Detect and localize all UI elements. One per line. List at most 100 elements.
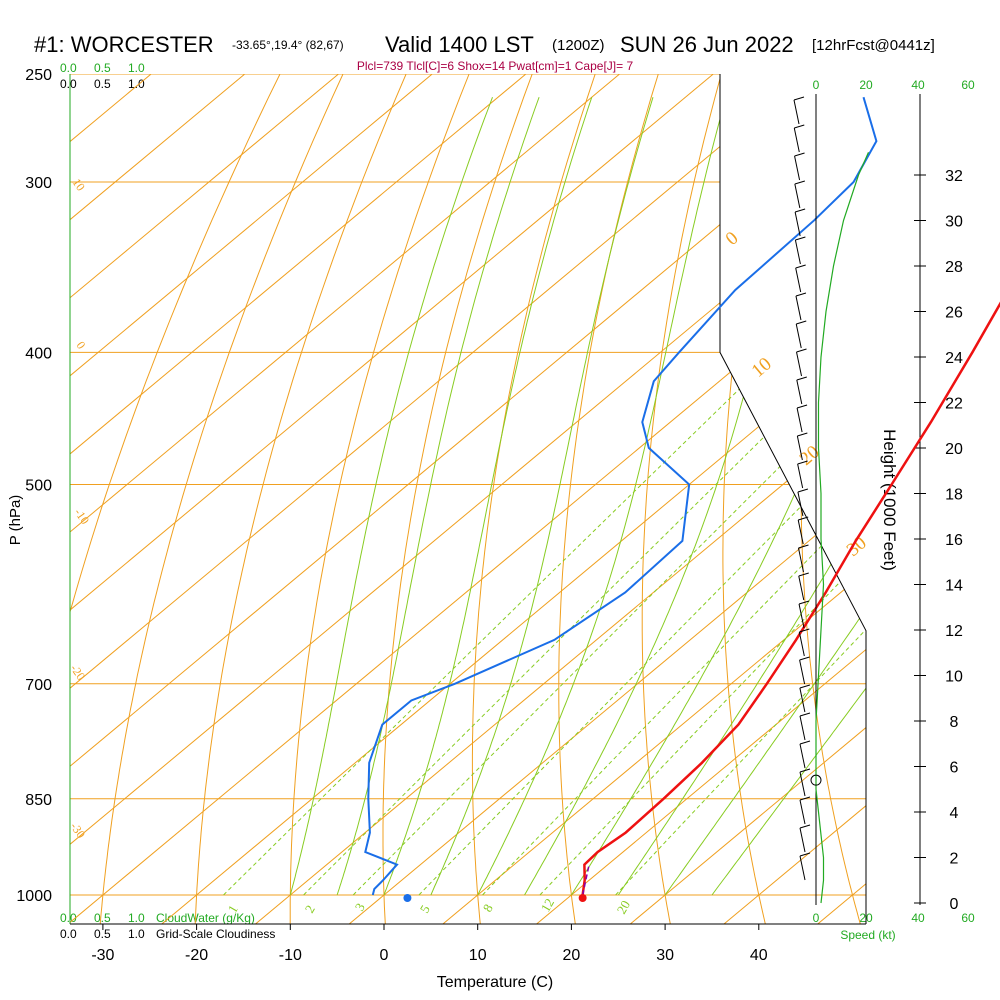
surface-temperature-dot [578,894,587,902]
height-tick-0: 0 [950,896,959,913]
wind-barb-flag [797,460,808,465]
wind-barb [796,379,803,405]
speed-top-60: 60 [961,78,975,92]
dry-adiabat [800,74,861,924]
wind-barb [799,855,806,881]
isotherm [70,74,680,924]
mixing-ratio-label: 2 [302,902,318,915]
speed-axis-label: Speed (kt) [840,928,895,942]
moist-adiabat [477,97,727,896]
x-axis-label: Temperature (C) [437,974,553,991]
wind-barb [799,715,806,741]
height-tick-16: 16 [945,532,963,549]
mixing-ratio-label: 8 [480,901,496,914]
wind-barb [793,127,800,153]
moist-adiabat [336,97,540,896]
bottom-cloud-green-1: 0.5 [94,911,111,925]
mixing-ratio-label: 12 [538,896,557,915]
dry-adiabat [558,74,667,924]
wind-barb-flag [799,768,811,773]
wind-barb [794,183,801,209]
mixing-ratio-line [482,351,866,896]
wind-barb-flag [799,712,811,717]
temp-tick--30: -30 [91,947,114,964]
calm-wind-circle [810,774,822,786]
temp-tick--10: -10 [279,947,302,964]
top-cloud-black-0: 0.0 [60,77,77,91]
isotherm [70,74,866,924]
moist-adiabat [570,97,866,896]
height-tick-4: 4 [950,805,959,822]
isotherm [70,74,117,924]
height-axis-label: Height (1000 Feet) [880,429,899,571]
wind-barb-flag [793,96,805,101]
moist-adiabat [289,97,493,896]
wind-barb [799,743,806,769]
dry-adiabat [99,74,355,924]
bottom-cloud-black-0: 0.0 [60,927,77,941]
speed-top-20: 20 [859,78,873,92]
isotherm [630,74,866,924]
wind-barb-flag [799,740,811,745]
mixing-ratio-line [352,351,866,896]
bottom-cloud-black-label: Grid-Scale Cloudiness [156,927,275,941]
wind-barb [797,491,804,517]
bottom-cloud-green-0: 0.0 [60,911,77,925]
plot-frame [69,74,867,925]
wind-barb-flag [796,376,807,381]
wind-barb-flag [795,292,807,297]
moist-adiabat [524,97,815,896]
isotherm [70,74,773,924]
wind-barb-flag [796,404,808,409]
speed-top-0: 0 [813,78,820,92]
height-tick-32: 32 [945,168,963,185]
bottom-cloud-black-1: 0.5 [94,927,111,941]
forecast-label: [12hrFcst@0441z] [812,37,935,54]
pressure-tick-850: 850 [25,792,52,809]
bottom-cloud-green-label: CloudWater (g/Kg) [156,911,255,925]
isotherm [70,74,866,924]
mixing-ratio-line [615,351,866,896]
mixing-ratio-label: 3 [352,900,368,913]
wind-barb [799,799,806,825]
height-tick-14: 14 [945,578,963,595]
dry-adiabat [70,74,293,924]
wind-barb-flag [795,264,806,269]
wind-barb-flag [799,656,810,661]
speed-bottom-40: 40 [911,911,925,925]
thermo-grid [0,25,866,924]
height-tick-24: 24 [945,350,963,367]
speed-bottom-0: 0 [813,911,820,925]
isotherm [442,74,866,924]
mixing-ratio-line [223,351,778,896]
wind-barb-flag [799,852,811,857]
dry-adiabat [471,74,604,924]
wind-barb-flag [799,796,811,801]
wind-barb [799,827,806,853]
top-cloud-green-0: 0.0 [60,61,77,75]
height-tick-6: 6 [950,760,959,777]
speed-bottom-60: 60 [961,911,975,925]
bottom-cloud-black-2: 1.0 [128,927,145,941]
dry-adiabat-label: -10 [72,506,93,527]
wind-barb-flag [799,684,811,689]
mixing-ratio-line [539,351,866,896]
moist-adiabat [383,97,593,896]
moist-adiabat [711,96,866,896]
wind-barb [799,687,806,713]
wind-barb-flag [796,320,807,325]
isotherm-label: 10 [748,354,776,382]
wind-barb [796,435,803,461]
isotherm-label: 0 [722,228,743,250]
height-tick-8: 8 [950,714,959,731]
isotherm [817,74,866,924]
temp-tick-20: 20 [563,947,581,964]
station-title: #1: WORCESTER [34,32,214,57]
wind-barb-flag [798,544,809,549]
temp-tick-0: 0 [380,947,389,964]
isotherm [0,25,23,924]
isotherm [723,74,866,924]
top-cloud-green-2: 1.0 [128,61,145,75]
isotherm [161,74,866,924]
wind-barb-flag [798,572,809,577]
